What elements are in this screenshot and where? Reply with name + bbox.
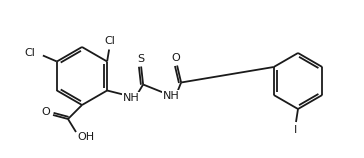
Text: I: I (294, 125, 298, 135)
Text: NH: NH (163, 91, 179, 100)
Text: S: S (138, 54, 145, 64)
Text: NH: NH (123, 92, 139, 103)
Text: Cl: Cl (24, 48, 35, 58)
Text: Cl: Cl (105, 36, 115, 46)
Text: OH: OH (78, 132, 95, 142)
Text: O: O (41, 107, 50, 117)
Text: O: O (172, 52, 181, 63)
